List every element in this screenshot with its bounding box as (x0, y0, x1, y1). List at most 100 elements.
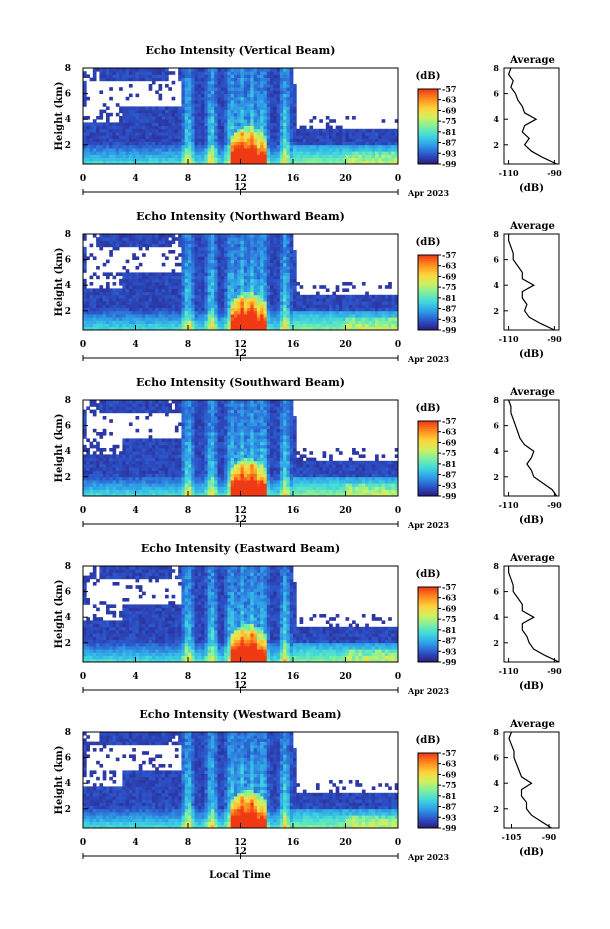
heatmap-cell (92, 128, 97, 133)
heatmap-cell (165, 400, 169, 404)
heatmap-cell (194, 240, 199, 244)
heatmap-cell (145, 317, 150, 321)
heatmap-cell (233, 144, 238, 149)
heatmap-cell (145, 275, 150, 280)
heatmap-cell (148, 473, 153, 478)
heatmap-cell (102, 464, 107, 468)
heatmap-cell (168, 464, 172, 468)
heatmap-cell (165, 486, 169, 490)
heatmap-cell (243, 278, 248, 283)
heatmap-cell (243, 320, 248, 324)
heatmap-cell (247, 291, 251, 296)
heatmap-cell (207, 154, 212, 158)
heatmap-cell (243, 125, 248, 130)
heatmap-cell (230, 243, 235, 248)
heatmap-cell (286, 304, 291, 308)
heatmap-cell (224, 250, 228, 254)
heatmap-cell (214, 320, 218, 324)
heatmap-cell (112, 135, 117, 139)
heatmap-cell (207, 237, 212, 241)
heatmap-cell (92, 314, 97, 318)
heatmap-cell (168, 282, 172, 286)
heatmap-cell (168, 320, 172, 324)
colorbar-step (418, 111, 438, 114)
heatmap-cell (109, 154, 113, 158)
heatmap-cell (263, 237, 268, 241)
heatmap-cell (171, 80, 176, 85)
colorbar-step (418, 328, 438, 331)
heatmap-cell (283, 250, 287, 254)
heatmap-cell (135, 304, 140, 308)
heatmap-cell (197, 269, 202, 273)
heatmap-cell (355, 141, 360, 146)
heatmap-cell (230, 144, 235, 149)
heatmap-cell (83, 419, 87, 423)
heatmap-cell (112, 154, 117, 158)
heatmap-cell (155, 298, 159, 302)
heatmap-cell (194, 250, 199, 254)
heatmap-cell (279, 151, 284, 155)
heatmap-cell (329, 151, 333, 155)
heatmap-cell (191, 160, 195, 165)
heatmap-cell (138, 444, 143, 449)
heatmap-cell (306, 307, 310, 312)
heatmap-cell (237, 132, 241, 136)
heatmap-cell (96, 406, 100, 410)
heatmap-cell (371, 154, 376, 158)
heatmap-cell (233, 103, 238, 107)
heatmap-cell (253, 237, 258, 241)
heatmap-cell (315, 151, 320, 155)
heatmap-cell (207, 301, 212, 305)
heatmap-cell (224, 317, 228, 321)
heatmap-cell (250, 323, 255, 328)
heatmap-cell (151, 448, 156, 452)
heatmap-cell (214, 116, 218, 120)
heatmap-cell (250, 141, 255, 146)
heatmap-cell (233, 301, 238, 305)
heatmap-cell (214, 112, 218, 117)
heatmap-cell (237, 84, 241, 88)
heatmap-cell (378, 323, 382, 328)
heatmap-cell (122, 109, 127, 114)
heatmap-cell (289, 304, 294, 308)
heatmap-cell (332, 298, 337, 302)
heatmap-cell (233, 323, 238, 328)
heatmap-cell (128, 237, 133, 241)
heatmap-cell (105, 473, 110, 478)
heatmap-cell (197, 132, 202, 136)
heatmap-cell (293, 256, 297, 260)
heatmap-cell (306, 135, 310, 139)
heatmap-cell (138, 240, 143, 244)
heatmap-cell (171, 122, 176, 126)
heatmap-cell (240, 96, 245, 101)
heatmap-cell (237, 148, 241, 152)
heatmap-cell (243, 68, 248, 72)
heatmap-cell (240, 304, 245, 308)
heatmap-cell (168, 240, 172, 244)
heatmap-cell (115, 467, 120, 471)
heatmap-cell (155, 489, 159, 494)
heatmap-cell (247, 128, 251, 133)
heatmap-cell (276, 71, 281, 75)
heatmap-cell (286, 253, 291, 257)
heatmap-cell (233, 112, 238, 117)
y-axis-label: Height (km) (54, 248, 65, 317)
heatmap-cell (263, 90, 268, 94)
heatmap-cell (263, 278, 268, 283)
heatmap-cell (132, 323, 136, 328)
heatmap-cell (240, 285, 245, 289)
heatmap-cell (122, 454, 127, 458)
heatmap-cell (109, 288, 113, 292)
heatmap-cell (151, 301, 156, 305)
heatmap-cell (214, 141, 218, 146)
heatmap-cell (191, 151, 195, 155)
heatmap-cell (227, 262, 232, 267)
heatmap-cell (119, 288, 123, 292)
colorbar-step (418, 90, 438, 94)
heatmap-cell (224, 93, 228, 98)
heatmap-cell (375, 298, 379, 302)
heatmap-cell (197, 151, 202, 155)
heatmap-cell (217, 132, 222, 136)
heatmap-cell (365, 294, 369, 299)
heatmap-cell (83, 416, 87, 420)
